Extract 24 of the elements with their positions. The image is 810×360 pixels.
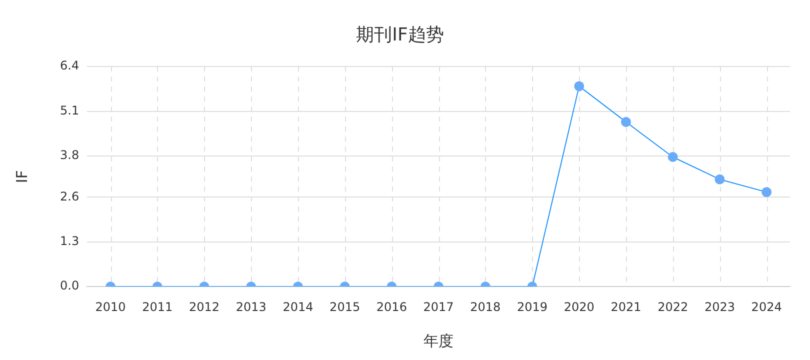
x-tick-label: 2021	[610, 300, 642, 314]
x-tick-label: 2020	[564, 300, 594, 314]
x-tick-label: 2013	[236, 300, 266, 314]
y-axis-title: IF	[12, 170, 31, 184]
y-tick-label: 2.6	[60, 189, 80, 204]
y-tick-label: 0.0	[60, 278, 80, 293]
chart-title: 期刊IF趋势	[356, 24, 444, 46]
x-tick-label: 2012	[188, 300, 220, 314]
y-tick-label: 3.8	[60, 148, 80, 162]
x-tick-label: 2023	[704, 300, 735, 314]
x-tick-label: 2019	[516, 300, 548, 314]
x-tick-label: 2015	[330, 300, 360, 314]
x-tick-label: 2011	[142, 300, 173, 314]
x-tick-label: 2016	[376, 300, 407, 314]
x-tick-label: 2010	[95, 300, 126, 314]
y-tick-label: 5.1	[60, 103, 80, 118]
y-tick-label: 1.3	[60, 234, 80, 248]
y-tick-label: 6.4	[60, 58, 80, 73]
x-tick-label: 2022	[658, 300, 688, 314]
x-tick-label: 2014	[282, 300, 314, 314]
x-axis-title: 年度	[424, 332, 454, 350]
x-tick-label: 2018	[470, 300, 501, 314]
x-tick-label: 2024	[751, 300, 782, 314]
x-tick-label: 2017	[423, 300, 454, 314]
